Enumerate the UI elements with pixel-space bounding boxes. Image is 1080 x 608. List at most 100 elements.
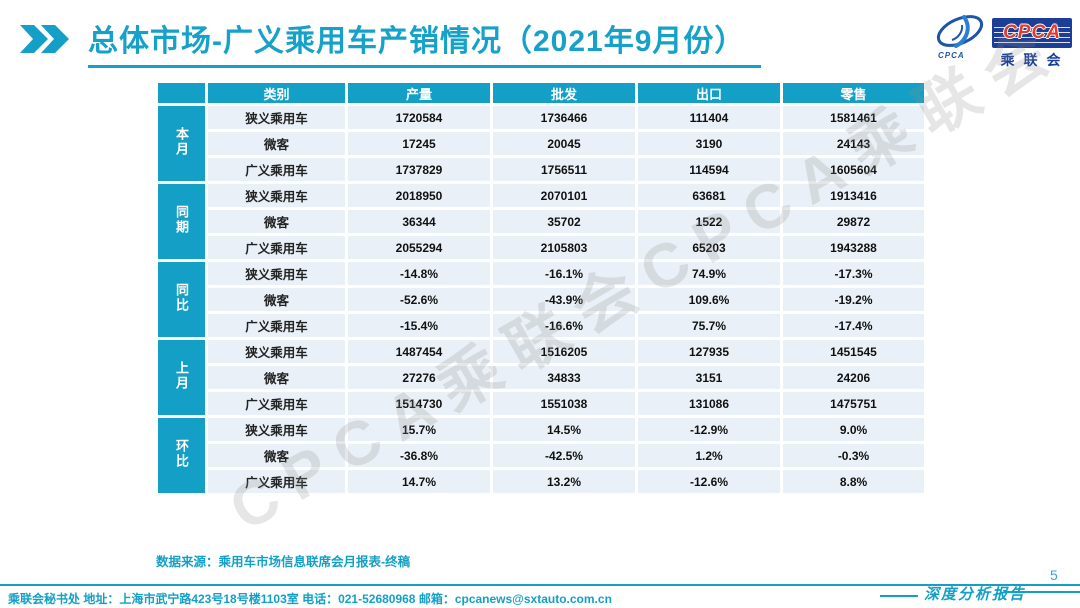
category-cell: 狭义乘用车: [208, 418, 345, 441]
value-cell: 14.7%: [348, 470, 490, 493]
value-cell: 27276: [348, 366, 490, 389]
value-cell: 1756511: [493, 158, 635, 181]
value-cell: 2055294: [348, 236, 490, 259]
table-row: 同期 狭义乘用车 2018950 2070101 63681 1913416: [158, 184, 924, 259]
value-cell: 2105803: [493, 236, 635, 259]
value-cell: 1516205: [493, 340, 635, 363]
value-cell: 1487454: [348, 340, 490, 363]
value-cell: 1551038: [493, 392, 635, 415]
value-cell: 1522: [638, 210, 780, 233]
value-cell: 2070101: [493, 184, 635, 207]
table-row: 环比 狭义乘用车 15.7% 14.5% -12.9% 9.0%: [158, 418, 924, 493]
category-cell: 广义乘用车: [208, 236, 345, 259]
value-cell: 14.5%: [493, 418, 635, 441]
footer-divider-line: [0, 584, 1080, 586]
category-cell: 狭义乘用车: [208, 106, 345, 129]
value-cell: 24143: [783, 132, 924, 155]
value-cell: 127935: [638, 340, 780, 363]
value-cell: 74.9%: [638, 262, 780, 285]
value-cell: -15.4%: [348, 314, 490, 337]
value-cell: 17245: [348, 132, 490, 155]
value-cell: 75.7%: [638, 314, 780, 337]
data-table: 类别 产量 批发 出口 零售 本月 狭义乘用车 1720584 1736466 1114…: [155, 80, 927, 496]
column-header-retail: 零售: [783, 83, 924, 103]
value-cell: 35702: [493, 210, 635, 233]
category-cell: 微客: [208, 210, 345, 233]
value-cell: -43.9%: [493, 288, 635, 311]
logo-stripes: [994, 23, 1070, 43]
table-row: 广义乘用车 1514730 1551038 131086 1475751: [158, 392, 924, 415]
value-cell: -42.5%: [493, 444, 635, 467]
value-cell: -17.3%: [783, 262, 924, 285]
value-cell: 15.7%: [348, 418, 490, 441]
value-cell: 20045: [493, 132, 635, 155]
cpca-logo: CPCA CPCA 乘联会: [932, 10, 1078, 70]
value-cell: -36.8%: [348, 444, 490, 467]
logo-right: CPCA 乘联会: [992, 10, 1072, 70]
category-cell: 广义乘用车: [208, 158, 345, 181]
table-row: 广义乘用车 1737829 1756511 114594 1605604: [158, 158, 924, 181]
value-cell: -17.4%: [783, 314, 924, 337]
value-cell: 131086: [638, 392, 780, 415]
table-row: 广义乘用车 -15.4% -16.6% 75.7% -17.4%: [158, 314, 924, 337]
value-cell: 13.2%: [493, 470, 635, 493]
value-cell: 111404: [638, 106, 780, 129]
page-number: 5: [1050, 567, 1058, 583]
category-cell: 广义乘用车: [208, 470, 345, 493]
column-header-category: 类别: [208, 83, 345, 103]
table-row: 广义乘用车 2055294 2105803 65203 1943288: [158, 236, 924, 259]
value-cell: 1581461: [783, 106, 924, 129]
row-group-label: 环比: [158, 418, 205, 493]
table-row: 微客 27276 34833 3151 24206: [158, 366, 924, 389]
cpca-logo-box: CPCA: [992, 18, 1072, 48]
row-group-label: 本月: [158, 106, 205, 181]
category-cell: 微客: [208, 288, 345, 311]
value-cell: 65203: [638, 236, 780, 259]
value-cell: 1451545: [783, 340, 924, 363]
category-cell: 狭义乘用车: [208, 340, 345, 363]
value-cell: -52.6%: [348, 288, 490, 311]
value-cell: 3190: [638, 132, 780, 155]
report-label-left-line: [880, 595, 918, 597]
value-cell: -0.3%: [783, 444, 924, 467]
value-cell: 36344: [348, 210, 490, 233]
value-cell: 9.0%: [783, 418, 924, 441]
category-cell: 微客: [208, 444, 345, 467]
category-cell: 狭义乘用车: [208, 262, 345, 285]
column-header-wholesale: 批发: [493, 83, 635, 103]
production-sales-table: 类别 产量 批发 出口 零售 本月 狭义乘用车 1720584 1736466 1114…: [155, 80, 925, 496]
value-cell: 63681: [638, 184, 780, 207]
value-cell: 1913416: [783, 184, 924, 207]
value-cell: 29872: [783, 210, 924, 233]
table-row: 同比 狭义乘用车 -14.8% -16.1% 74.9% -17.3%: [158, 262, 924, 337]
value-cell: -14.8%: [348, 262, 490, 285]
value-cell: 109.6%: [638, 288, 780, 311]
column-header-export: 出口: [638, 83, 780, 103]
value-cell: 8.8%: [783, 470, 924, 493]
value-cell: -16.1%: [493, 262, 635, 285]
value-cell: 3151: [638, 366, 780, 389]
category-cell: 广义乘用车: [208, 314, 345, 337]
table-row: 广义乘用车 14.7% 13.2% -12.6% 8.8%: [158, 470, 924, 493]
category-cell: 微客: [208, 366, 345, 389]
value-cell: 1.2%: [638, 444, 780, 467]
value-cell: 1943288: [783, 236, 924, 259]
value-cell: 1720584: [348, 106, 490, 129]
data-source-note: 数据来源：乘用车市场信息联席会月报表-终稿: [156, 555, 411, 569]
value-cell: 114594: [638, 158, 780, 181]
table-row: 微客 -52.6% -43.9% 109.6% -19.2%: [158, 288, 924, 311]
value-cell: 24206: [783, 366, 924, 389]
value-cell: -19.2%: [783, 288, 924, 311]
category-cell: 微客: [208, 132, 345, 155]
value-cell: 1605604: [783, 158, 924, 181]
report-label-right-line: [1004, 591, 1080, 593]
table-row: 本月 狭义乘用车 1720584 1736466 111404 1581461: [158, 106, 924, 181]
row-group-label: 上月: [158, 340, 205, 415]
cpca-logo-text: CPCA: [1003, 22, 1061, 43]
table-row: 上月 狭义乘用车 1487454 1516205 127935 1451545: [158, 340, 924, 415]
cpca-emblem-icon: CPCA: [932, 10, 988, 66]
table-row: 微客 36344 35702 1522 29872: [158, 210, 924, 233]
table-row: 微客 17245 20045 3190 24143: [158, 132, 924, 155]
category-cell: 广义乘用车: [208, 392, 345, 415]
